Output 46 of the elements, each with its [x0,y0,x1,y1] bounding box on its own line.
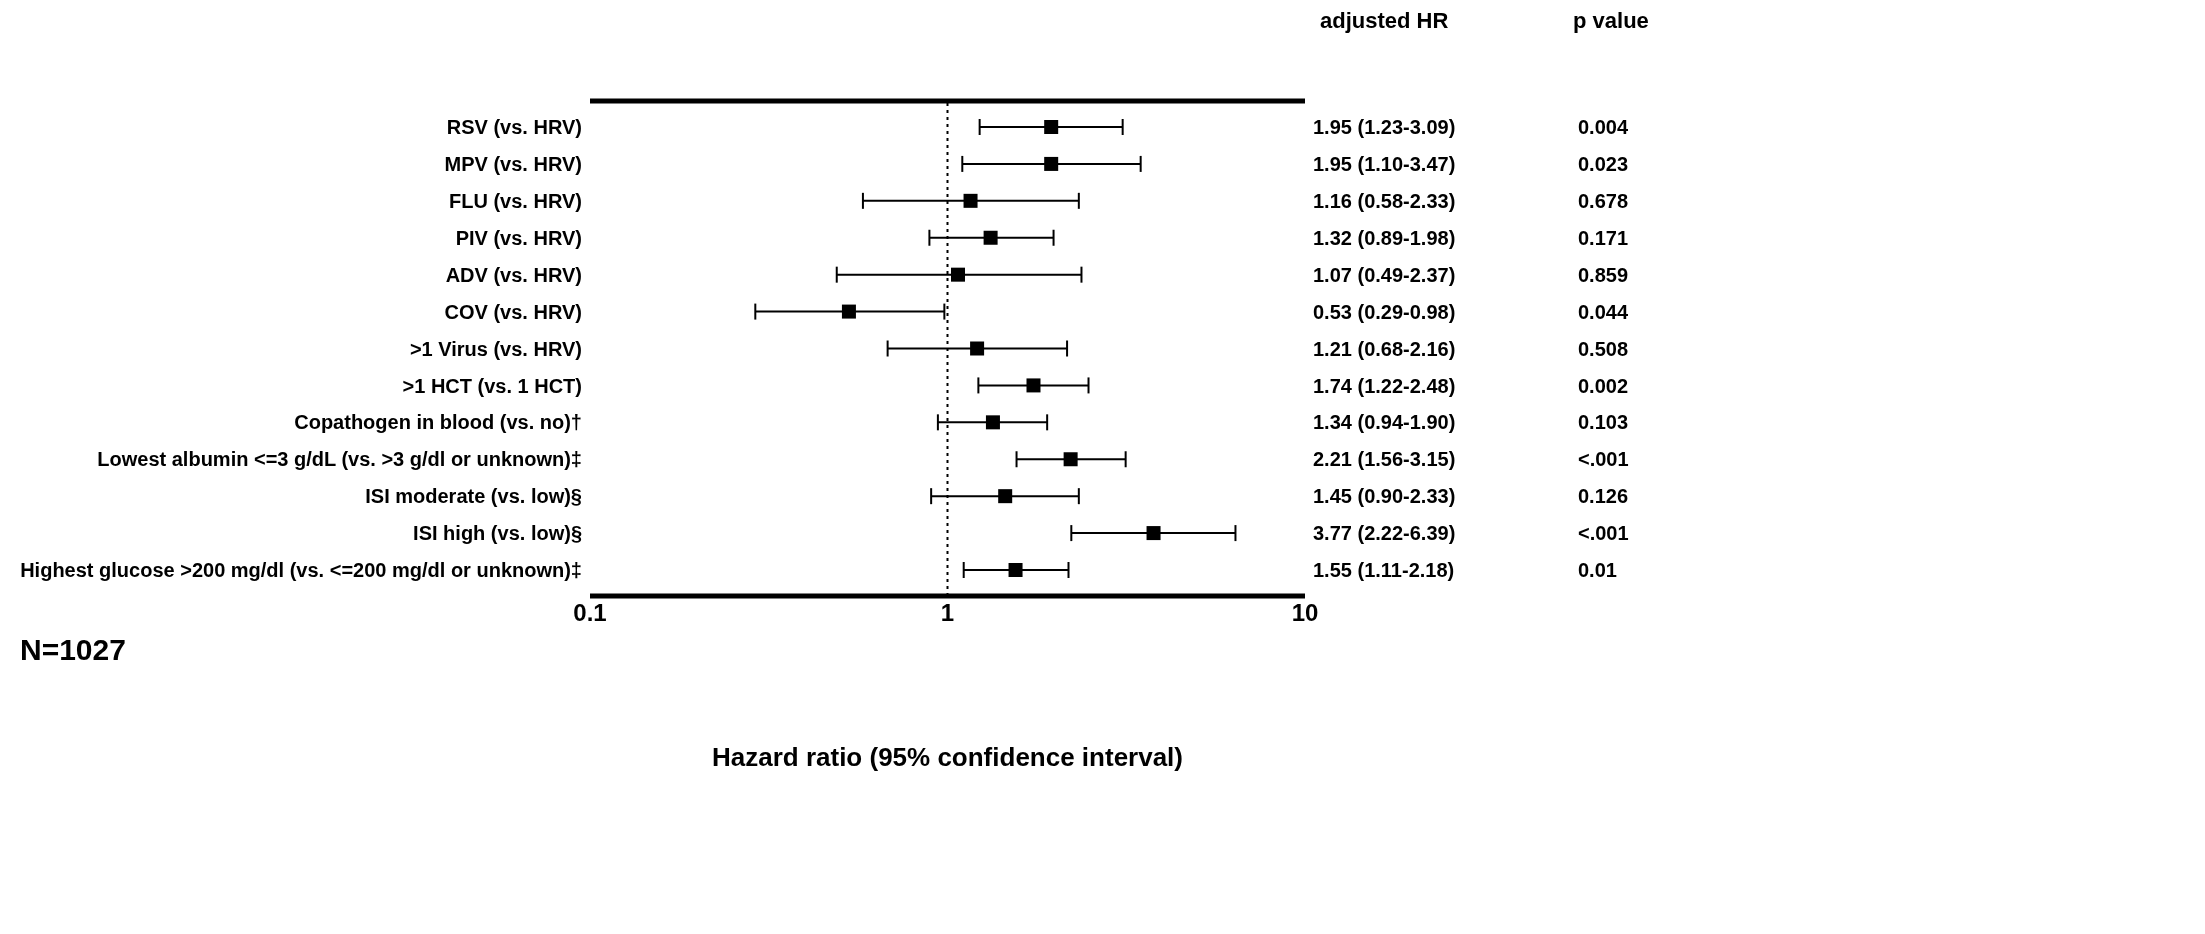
data-label: 1.07 (0.49-2.37) [1313,263,1456,286]
y-tick-label: ISI moderate (vs. low)§ [365,485,582,508]
data-label: 1.74 (1.22-2.48) [1313,374,1456,397]
text: 0.004 [1578,116,1629,139]
text: <.001 [1578,448,1629,471]
data-label: 1.32 (0.89-1.98) [1313,226,1456,249]
text: 0.678 [1578,189,1629,212]
data-label: 2.21 (1.56-3.15) [1313,448,1456,471]
data-label: 1.34 (0.94-1.90) [1313,411,1456,434]
y-tick-label: PIV (vs. HRV) [455,226,582,249]
data-label: 1.45 (0.90-2.33) [1313,485,1456,508]
data-label: 1.16 (0.58-2.33) [1313,189,1456,212]
x-tick-label: 1 [940,599,955,627]
text: 0.103 [1578,411,1629,434]
y-tick-label: Copathogen in blood (vs. no)† [294,411,582,434]
y-tick-label: >1 Virus (vs. HRV) [409,337,582,360]
text: <.001 [1578,522,1629,545]
data-label: 3.77 (2.22-6.39) [1313,522,1456,545]
y-tick-label: COV (vs. HRV) [444,300,582,323]
text: 0.171 [1578,226,1629,249]
data-label: 1.21 (0.68-2.16) [1313,337,1456,360]
y-tick-label: ADV (vs. HRV) [445,263,582,286]
y-tick-label: FLU (vs. HRV) [449,189,582,212]
x-tick-label: 0.1 [573,599,607,627]
data-label: 1.55 (1.11-2.18) [1313,559,1455,582]
y-tick-label: RSV (vs. HRV) [446,116,582,139]
text: 0.01 [1578,559,1617,582]
x-axis-title: Hazard ratio (95% confidence interval) [711,742,1184,772]
text: 0.002 [1578,374,1629,397]
y-tick-label: >1 HCT (vs. 1 HCT) [402,374,582,397]
text: 0.508 [1578,337,1629,360]
x-tick-label: 10 [1291,599,1319,627]
data-label: 0.53 (0.29-0.98) [1313,300,1456,323]
text: N=1027 [20,633,126,667]
y-tick-label: MPV (vs. HRV) [444,153,582,176]
text: 0.859 [1578,263,1629,286]
text: p value [1573,8,1649,34]
data-label: 1.95 (1.23-3.09) [1313,116,1456,139]
data-label: 1.95 (1.10-3.47) [1313,153,1456,176]
y-tick-label: Lowest albumin <=3 g/dL (vs. >3 g/dl or unknown)‡ [97,448,582,471]
y-tick-label: ISI high (vs. low)§ [413,522,582,545]
text: 0.023 [1578,153,1629,176]
text: 0.126 [1578,485,1629,508]
y-tick-label: Highest glucose >200 mg/dl (vs. <=200 mg/dl or unknown)‡ [20,559,582,582]
text: adjusted HR [1320,8,1449,34]
text: 0.044 [1578,300,1629,323]
